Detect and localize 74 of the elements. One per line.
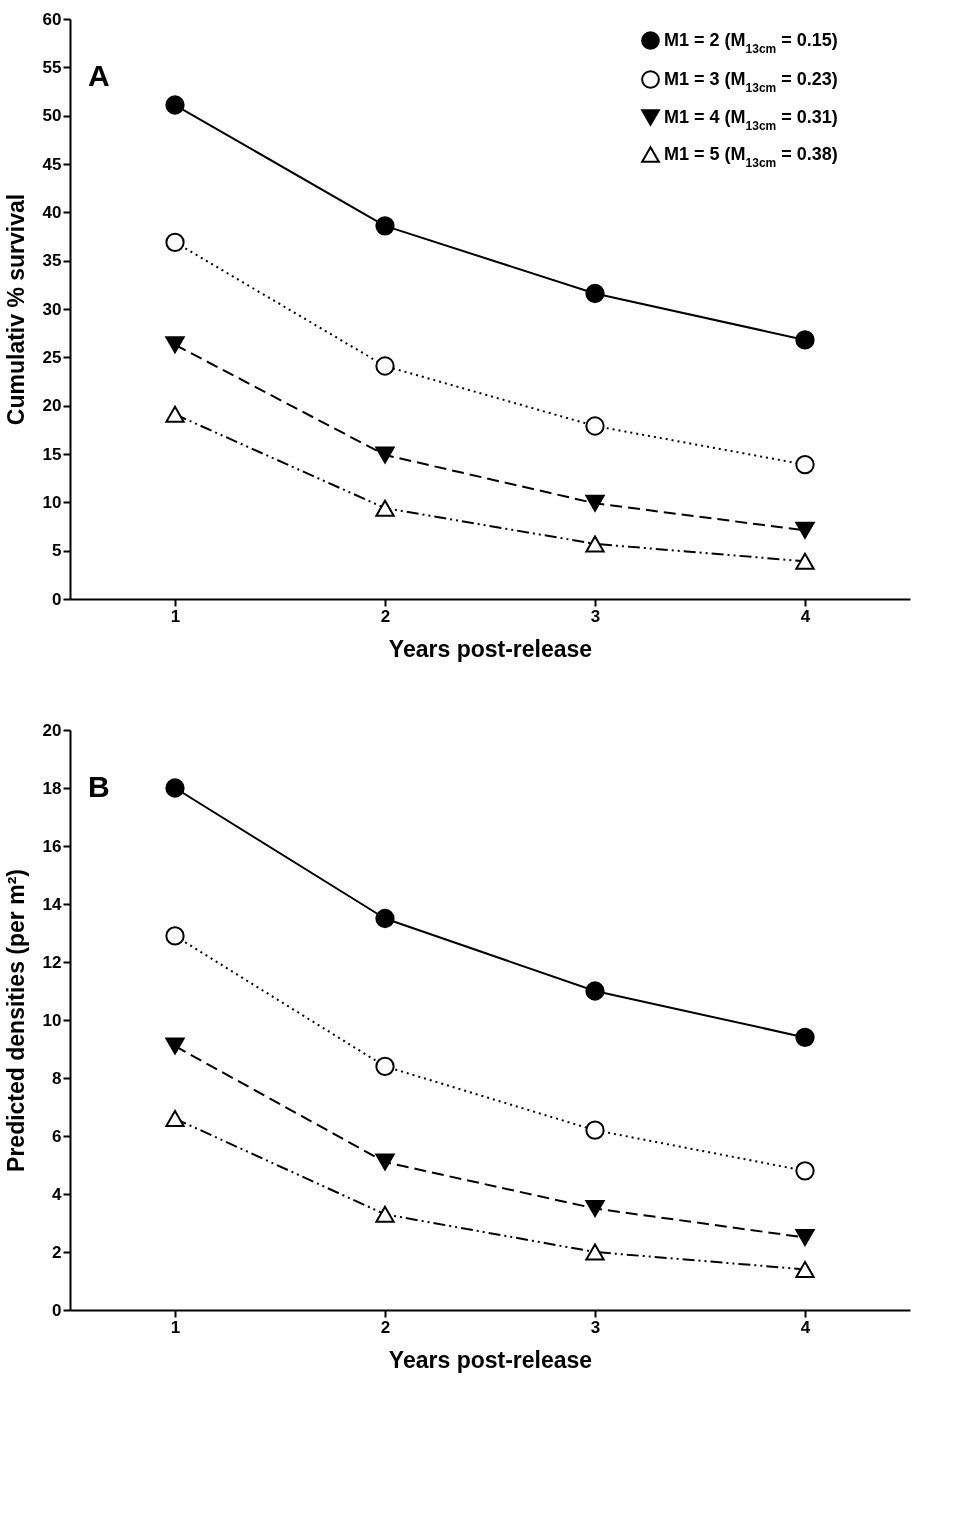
y-tick-label: 10 xyxy=(42,492,62,512)
text: B xyxy=(88,770,110,803)
point xyxy=(795,552,815,570)
y-tick-label: 14 xyxy=(42,894,63,914)
point xyxy=(165,1037,185,1055)
x-tick-label: 4 xyxy=(800,606,811,626)
legend-label: M1 = 3 (M$_{13cm}$ = 0.23) xyxy=(664,68,838,95)
x-tick-label: 4 xyxy=(800,1317,811,1337)
y-tick-label: 10 xyxy=(42,1010,62,1030)
y-tick-label: 15 xyxy=(42,444,62,464)
x-tick-label: 1 xyxy=(170,606,181,626)
point xyxy=(375,1205,395,1223)
point xyxy=(585,981,605,1001)
point xyxy=(585,535,605,553)
point xyxy=(795,454,815,475)
point xyxy=(375,216,395,236)
y-tick-label: 2 xyxy=(52,1242,62,1262)
y-tick-label: 25 xyxy=(42,347,62,367)
y-tick-label: 50 xyxy=(42,106,62,126)
point xyxy=(795,330,815,350)
y-tick-label: 18 xyxy=(42,778,62,798)
point xyxy=(165,926,185,946)
y-tick-label: 4 xyxy=(52,1184,63,1204)
y-tick-label: 40 xyxy=(42,202,62,222)
point xyxy=(795,521,815,539)
point xyxy=(795,1260,815,1278)
point xyxy=(375,1153,395,1171)
point xyxy=(585,416,605,436)
x-axis-title: Years post-release xyxy=(388,635,593,662)
y-tick-label: 55 xyxy=(42,57,62,77)
x-tick-label: 2 xyxy=(380,1317,391,1337)
x-tick-label: 1 xyxy=(170,1317,181,1337)
y-tick-label: 5 xyxy=(52,541,62,561)
point xyxy=(165,336,185,354)
text: A xyxy=(88,59,110,92)
point xyxy=(375,908,395,929)
legend-label: M1 = 4 (M$_{13cm}$ = 0.31) xyxy=(664,106,838,133)
y-tick-label: 45 xyxy=(42,154,62,174)
legend-label: M1 = 5 (M$_{13cm}$ = 0.38) xyxy=(664,143,838,170)
legend-label: M1 = 2 (M$_{13cm}$ = 0.15) xyxy=(664,29,838,56)
y-tick-label: 12 xyxy=(42,952,62,972)
y-tick-label: 0 xyxy=(52,589,62,609)
y-axis-title: Predicted densities (per m²) xyxy=(2,869,29,1172)
y-tick-label: 30 xyxy=(42,299,62,319)
x-tick-label: 3 xyxy=(590,1317,601,1337)
y-tick-label: 8 xyxy=(52,1068,62,1088)
point xyxy=(375,446,395,464)
point xyxy=(585,494,605,512)
point xyxy=(375,356,395,376)
point xyxy=(165,405,185,423)
x-tick-label: 2 xyxy=(380,606,391,626)
point xyxy=(585,1120,605,1140)
y-tick-label: 6 xyxy=(52,1126,62,1146)
y-tick-label: 20 xyxy=(42,396,62,416)
point xyxy=(585,283,605,304)
point xyxy=(375,1056,395,1077)
x-axis-title: Years post-release xyxy=(388,1346,593,1373)
point xyxy=(165,95,185,115)
point xyxy=(585,1243,605,1261)
y-axis-title: Cumulativ % survival xyxy=(2,193,29,426)
point xyxy=(165,1110,185,1128)
point xyxy=(795,1161,815,1181)
y-tick-label: 20 xyxy=(42,720,62,740)
point xyxy=(795,1027,815,1048)
x-tick-label: 3 xyxy=(590,606,601,626)
point xyxy=(585,1200,605,1217)
y-tick-label: 0 xyxy=(52,1300,62,1320)
y-tick-label: 60 xyxy=(42,9,62,29)
point xyxy=(375,499,395,517)
point xyxy=(165,778,185,798)
y-tick-label: 16 xyxy=(42,836,62,856)
point xyxy=(165,232,185,252)
point xyxy=(795,1229,815,1246)
y-tick-label: 35 xyxy=(42,251,62,271)
